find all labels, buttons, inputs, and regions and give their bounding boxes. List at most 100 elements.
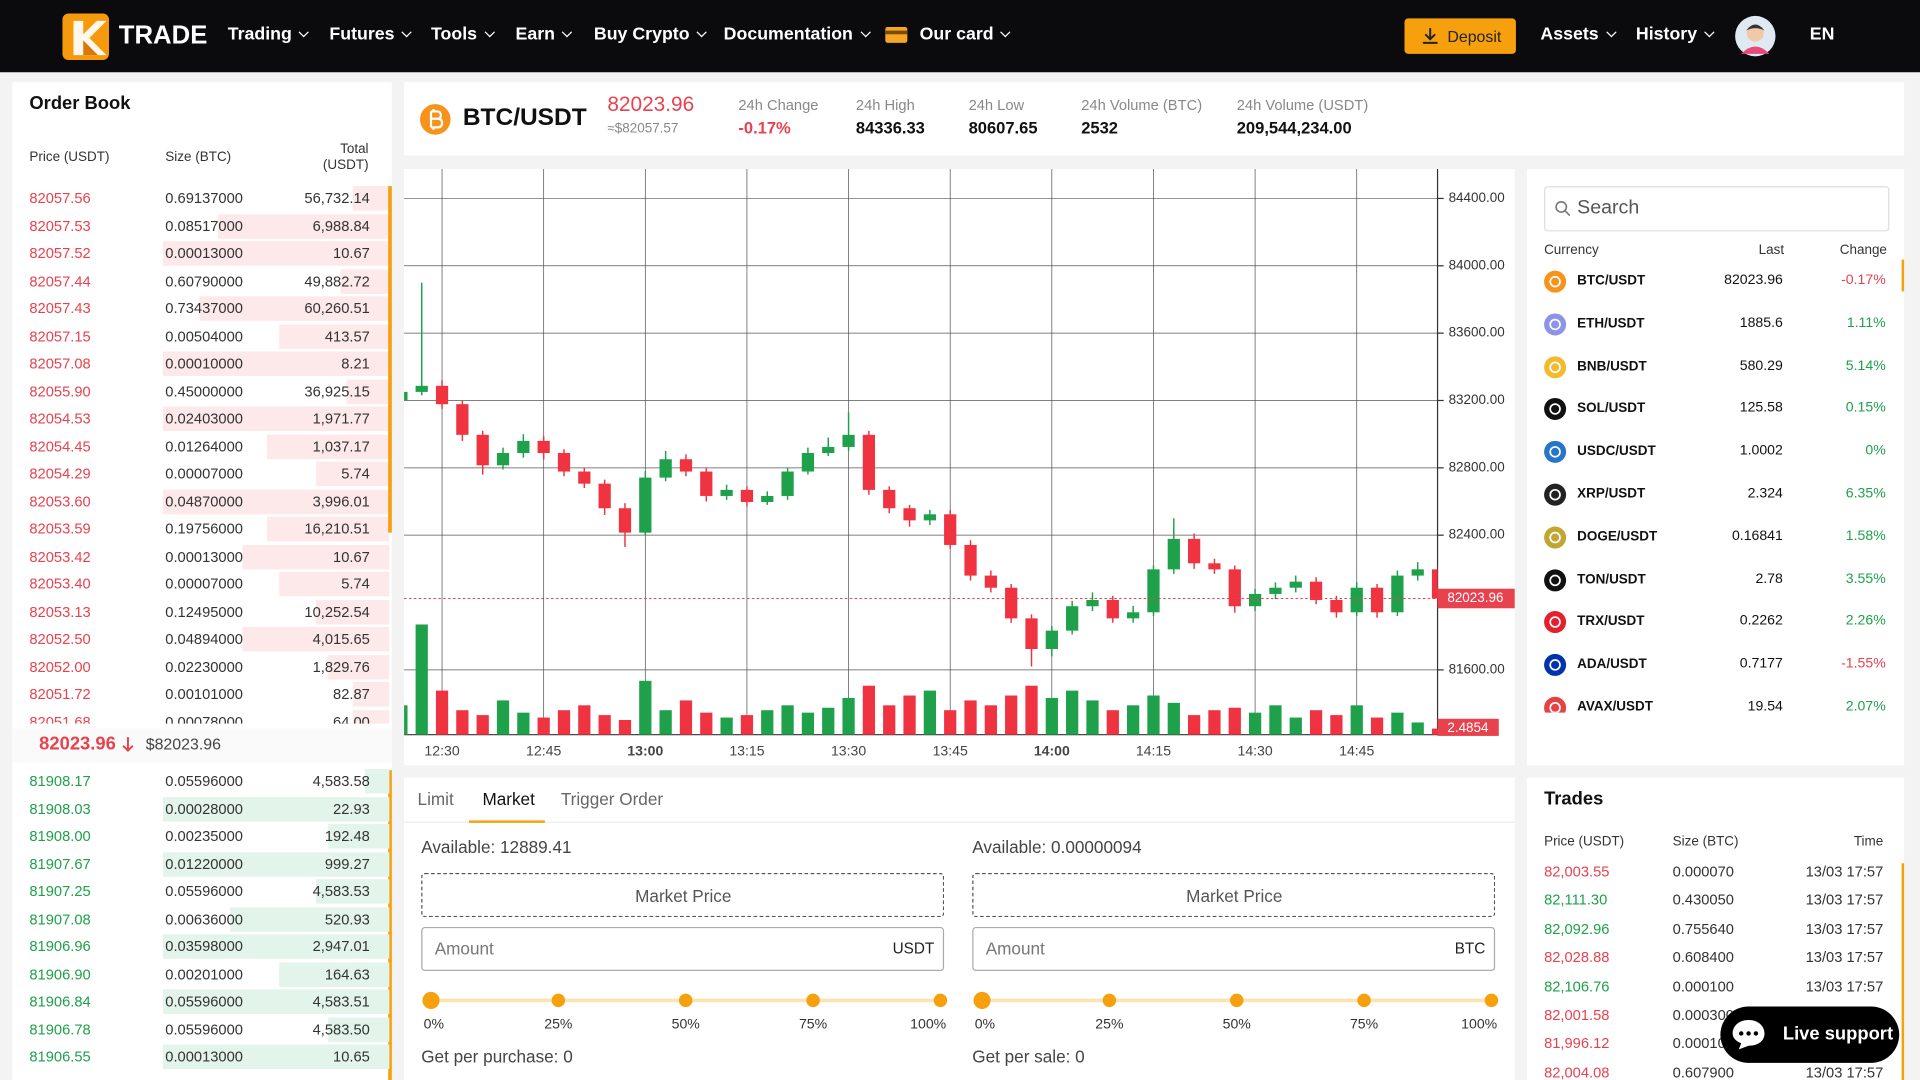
candle-body xyxy=(456,404,469,435)
trade-form-panel: Limit Market Trigger Order Available: 12889… xyxy=(404,777,1515,1080)
market-row[interactable]: TRX/USDT 0.2262 2.26% xyxy=(1527,602,1904,644)
market-row[interactable]: USDC/USDT 1.0002 0% xyxy=(1527,431,1904,473)
percent-label: 0% xyxy=(974,1017,996,1033)
volume-bar xyxy=(1411,722,1424,735)
nav-item[interactable]: Documentation xyxy=(724,25,869,46)
market-row[interactable]: ADA/USDT 0.7177 -1.55% xyxy=(1527,644,1904,686)
market-row[interactable]: TON/USDT 2.78 3.55% xyxy=(1527,559,1904,601)
market-row[interactable]: XRP/USDT 2.324 6.35% xyxy=(1527,474,1904,516)
trade-size: 0.000300 xyxy=(1672,1006,1734,1024)
slider-stop xyxy=(1484,993,1499,1008)
candle-body xyxy=(578,471,591,484)
x-tick-label: 14:15 xyxy=(1136,743,1171,759)
ask-size: 0.60790000 xyxy=(165,272,243,290)
candle-body xyxy=(496,453,510,466)
coin-bg xyxy=(1544,526,1567,549)
language[interactable]: EN xyxy=(1809,24,1835,45)
live-support-button[interactable]: Live support xyxy=(1720,1006,1900,1063)
last-price: 82023.96 xyxy=(39,733,116,755)
search-glyph xyxy=(1564,210,1571,217)
depth-bar xyxy=(279,961,390,987)
chart-body: 12:30 12:45 13:00 13:15 13:30 13:45 14:00 14:15… xyxy=(404,168,1515,759)
market-change: 6.35% xyxy=(1845,486,1886,501)
candles xyxy=(404,282,1438,735)
tab[interactable]: Trigger Order xyxy=(560,789,664,809)
bid-size: 0.00636000 xyxy=(165,910,243,928)
ask-total: 413.57 xyxy=(324,327,370,345)
market-row[interactable]: BNB/USDT 580.29 5.14% xyxy=(1527,346,1904,388)
slider-stop xyxy=(933,993,948,1008)
logo-mark xyxy=(73,20,107,56)
search-box[interactable]: Search xyxy=(1544,186,1890,232)
nav-item[interactable]: History xyxy=(1636,25,1713,46)
market-row[interactable]: ETH/USDT 1885.6 1.11% xyxy=(1527,303,1904,345)
market-pair: BNB/USDT xyxy=(1577,358,1647,374)
x-tick-label: 13:45 xyxy=(933,743,968,759)
ask-total: 10,252.54 xyxy=(304,602,370,620)
scrollbar xyxy=(1901,259,1905,292)
tab[interactable]: Limit xyxy=(417,789,454,809)
coin-bg xyxy=(1544,654,1567,677)
nav-item[interactable]: Assets xyxy=(1540,25,1614,46)
bid-total: 2,947.01 xyxy=(312,937,370,955)
ask-price: 82051.72 xyxy=(29,685,91,703)
coin-bg xyxy=(1544,398,1567,421)
coin-glyph xyxy=(1549,275,1561,288)
brand: TRADE xyxy=(118,21,208,50)
percent-label: 25% xyxy=(1095,1017,1124,1033)
volume-bar xyxy=(1025,685,1038,735)
ask-size: 0.00078000 xyxy=(165,713,243,724)
ask-price: 82053.60 xyxy=(29,492,91,510)
candle-body xyxy=(1208,563,1221,570)
ask-size: 0.04870000 xyxy=(165,492,243,510)
market-pair: USDC/USDT xyxy=(1577,443,1656,459)
trade-price: 82,001.58 xyxy=(1544,1006,1610,1024)
chat-dot xyxy=(1746,1031,1751,1036)
bid-total: 4,583.58 xyxy=(312,772,370,790)
avatar-head xyxy=(1746,24,1764,42)
amount-input[interactable]: Amount BTC xyxy=(972,926,1496,972)
nav-item[interactable]: Trading xyxy=(228,25,308,46)
coin-glyph xyxy=(1549,361,1561,373)
column-header: Total (USDT) xyxy=(322,141,369,173)
ask-price: 82055.90 xyxy=(29,382,91,400)
nav-item[interactable]: Buy Crypto xyxy=(594,25,706,46)
ask-size: 0.45000000 xyxy=(165,382,243,400)
market-row[interactable]: DOGE/USDT 0.16841 1.58% xyxy=(1527,516,1904,558)
market-change: 5.14% xyxy=(1845,358,1886,374)
ask-total: 5.74 xyxy=(341,465,370,483)
market-list: BTC/USDT 82023.96 -0.17% ETH/USDT 1885.6 1.11… xyxy=(1527,261,1904,713)
asks-list: 82057.56 0.69137000 56,732.14 82057.53 0.085… xyxy=(12,185,390,724)
top-nav: TRADE Trading Futures Tools Earn Buy Crypto Do… xyxy=(0,0,1920,73)
coin-bg xyxy=(1544,568,1567,591)
amount-placeholder: Amount xyxy=(985,938,1045,959)
coin-icon xyxy=(1544,611,1567,634)
x-tick-label: 12:45 xyxy=(526,743,561,759)
ask-size: 0.04894000 xyxy=(165,630,243,648)
coin-bg xyxy=(1544,313,1567,336)
candle-body xyxy=(761,495,774,503)
market-row[interactable]: BTC/USDT 82023.96 -0.17% xyxy=(1527,261,1904,303)
market-row[interactable]: AVAX/USDT 19.54 2.07% xyxy=(1527,687,1904,713)
pair: BTC/USDT xyxy=(462,104,587,132)
ask-price: 82054.53 xyxy=(29,409,91,428)
price-box: Market Price xyxy=(972,873,1496,918)
ask-total: 82.87 xyxy=(333,685,370,703)
candle-body xyxy=(883,489,896,509)
nav-item[interactable]: Tools xyxy=(431,25,493,46)
nav-item[interactable]: Our card xyxy=(920,25,1010,46)
ask-price: 82057.56 xyxy=(29,189,91,207)
coin-icon xyxy=(1544,398,1567,421)
nav-item[interactable]: Futures xyxy=(329,25,410,46)
nav-item[interactable]: Earn xyxy=(516,25,571,46)
market-row[interactable]: SOL/USDT 125.58 0.15% xyxy=(1527,389,1904,431)
tab[interactable]: Market xyxy=(482,789,535,809)
amount-input[interactable]: Amount USDT xyxy=(421,926,945,972)
price-box: Market Price xyxy=(421,873,945,918)
market-pair: ETH/USDT xyxy=(1577,316,1645,331)
volume-bar xyxy=(1330,715,1343,735)
column-header: Size (BTC) xyxy=(165,149,232,165)
coin-glyph xyxy=(1549,318,1561,330)
market-last: 19.54 xyxy=(1747,699,1783,713)
deposit-button[interactable]: Deposit xyxy=(1404,18,1516,54)
